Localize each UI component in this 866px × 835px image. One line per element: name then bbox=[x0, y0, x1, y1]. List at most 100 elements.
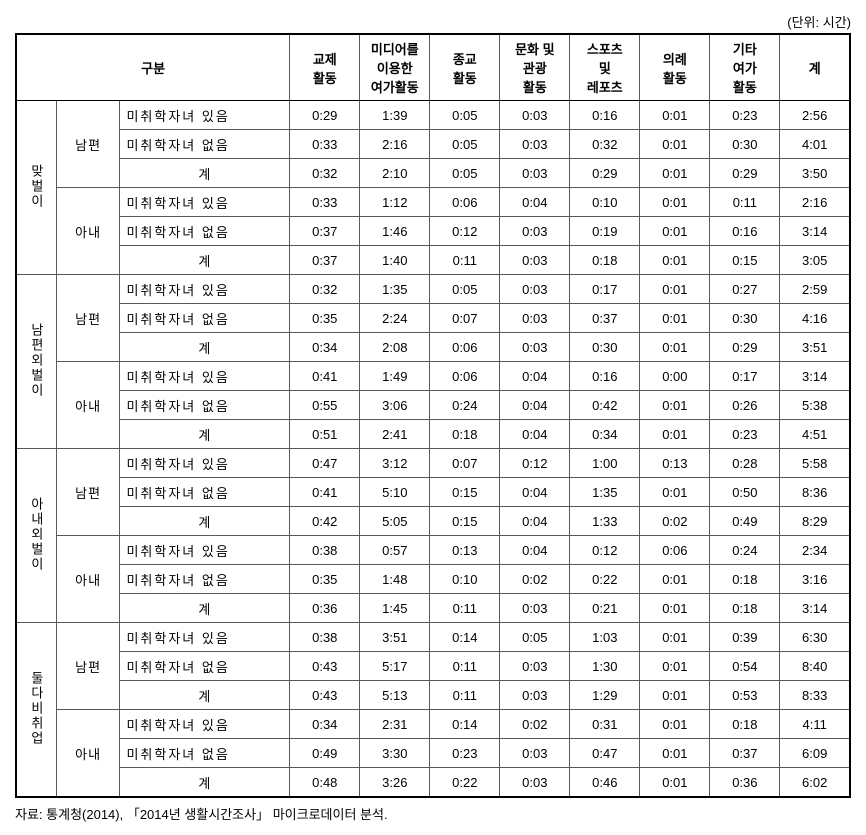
value-cell: 0:04 bbox=[500, 188, 570, 217]
value-cell: 0:02 bbox=[500, 710, 570, 739]
value-cell: 0:28 bbox=[710, 449, 780, 478]
value-cell: 0:17 bbox=[570, 275, 640, 304]
row-category: 미취학자녀 있음 bbox=[120, 623, 290, 652]
value-cell: 3:16 bbox=[780, 565, 850, 594]
value-cell: 0:06 bbox=[430, 188, 500, 217]
value-cell: 0:34 bbox=[290, 710, 360, 739]
value-cell: 0:01 bbox=[640, 565, 710, 594]
value-cell: 1:49 bbox=[360, 362, 430, 391]
value-cell: 5:10 bbox=[360, 478, 430, 507]
value-cell: 0:42 bbox=[570, 391, 640, 420]
value-cell: 0:22 bbox=[430, 768, 500, 798]
value-cell: 1:33 bbox=[570, 507, 640, 536]
spouse-label: 남편 bbox=[56, 449, 120, 536]
value-cell: 0:01 bbox=[640, 275, 710, 304]
value-cell: 0:01 bbox=[640, 217, 710, 246]
value-cell: 0:18 bbox=[710, 565, 780, 594]
value-cell: 0:05 bbox=[500, 623, 570, 652]
value-cell: 4:51 bbox=[780, 420, 850, 449]
value-cell: 0:47 bbox=[290, 449, 360, 478]
row-category: 미취학자녀 있음 bbox=[120, 710, 290, 739]
value-cell: 0:41 bbox=[290, 362, 360, 391]
row-category: 계 bbox=[120, 420, 290, 449]
header-col-5: 의례 활동 bbox=[640, 34, 710, 101]
value-cell: 0:05 bbox=[430, 159, 500, 188]
row-category: 계 bbox=[120, 768, 290, 798]
value-cell: 2:16 bbox=[780, 188, 850, 217]
value-cell: 0:31 bbox=[570, 710, 640, 739]
header-col-0: 교제 활동 bbox=[290, 34, 360, 101]
value-cell: 3:14 bbox=[780, 362, 850, 391]
value-cell: 0:10 bbox=[430, 565, 500, 594]
row-category: 미취학자녀 있음 bbox=[120, 101, 290, 130]
value-cell: 0:16 bbox=[570, 362, 640, 391]
row-category: 미취학자녀 있음 bbox=[120, 188, 290, 217]
value-cell: 0:01 bbox=[640, 159, 710, 188]
value-cell: 2:31 bbox=[360, 710, 430, 739]
header-col-7: 계 bbox=[780, 34, 850, 101]
value-cell: 3:14 bbox=[780, 217, 850, 246]
value-cell: 0:34 bbox=[290, 333, 360, 362]
spouse-label: 아내 bbox=[56, 710, 120, 798]
value-cell: 0:41 bbox=[290, 478, 360, 507]
value-cell: 8:33 bbox=[780, 681, 850, 710]
value-cell: 6:09 bbox=[780, 739, 850, 768]
value-cell: 0:01 bbox=[640, 188, 710, 217]
row-category: 미취학자녀 없음 bbox=[120, 391, 290, 420]
value-cell: 0:32 bbox=[290, 159, 360, 188]
value-cell: 0:47 bbox=[570, 739, 640, 768]
value-cell: 0:01 bbox=[640, 594, 710, 623]
value-cell: 0:06 bbox=[640, 536, 710, 565]
value-cell: 5:05 bbox=[360, 507, 430, 536]
value-cell: 0:01 bbox=[640, 739, 710, 768]
value-cell: 0:07 bbox=[430, 304, 500, 333]
value-cell: 0:01 bbox=[640, 391, 710, 420]
spouse-label: 아내 bbox=[56, 188, 120, 275]
row-category: 계 bbox=[120, 594, 290, 623]
value-cell: 0:03 bbox=[500, 217, 570, 246]
source-note: 자료: 통계청(2014), 「2014년 생활시간조사」 마이크로데이터 분석… bbox=[15, 804, 851, 823]
value-cell: 6:30 bbox=[780, 623, 850, 652]
row-category: 미취학자녀 없음 bbox=[120, 652, 290, 681]
value-cell: 2:16 bbox=[360, 130, 430, 159]
value-cell: 1:03 bbox=[570, 623, 640, 652]
value-cell: 0:06 bbox=[430, 333, 500, 362]
value-cell: 0:37 bbox=[290, 217, 360, 246]
header-col-1: 미디어를 이용한 여가활동 bbox=[360, 34, 430, 101]
value-cell: 0:01 bbox=[640, 420, 710, 449]
value-cell: 0:04 bbox=[500, 362, 570, 391]
value-cell: 0:13 bbox=[430, 536, 500, 565]
value-cell: 0:37 bbox=[570, 304, 640, 333]
value-cell: 0:03 bbox=[500, 681, 570, 710]
value-cell: 0:57 bbox=[360, 536, 430, 565]
value-cell: 0:03 bbox=[500, 159, 570, 188]
value-cell: 0:01 bbox=[640, 768, 710, 798]
value-cell: 0:01 bbox=[640, 652, 710, 681]
row-category: 미취학자녀 없음 bbox=[120, 130, 290, 159]
value-cell: 0:15 bbox=[710, 246, 780, 275]
spouse-label: 남편 bbox=[56, 275, 120, 362]
value-cell: 0:37 bbox=[290, 246, 360, 275]
value-cell: 0:21 bbox=[570, 594, 640, 623]
value-cell: 1:45 bbox=[360, 594, 430, 623]
value-cell: 2:59 bbox=[780, 275, 850, 304]
value-cell: 0:10 bbox=[570, 188, 640, 217]
value-cell: 1:40 bbox=[360, 246, 430, 275]
value-cell: 0:00 bbox=[640, 362, 710, 391]
row-category: 계 bbox=[120, 159, 290, 188]
value-cell: 0:23 bbox=[710, 101, 780, 130]
value-cell: 0:34 bbox=[570, 420, 640, 449]
group-label: 남편외벌이 bbox=[16, 275, 56, 449]
value-cell: 0:04 bbox=[500, 507, 570, 536]
header-group: 구분 bbox=[16, 34, 290, 101]
value-cell: 5:17 bbox=[360, 652, 430, 681]
value-cell: 0:32 bbox=[570, 130, 640, 159]
value-cell: 0:49 bbox=[710, 507, 780, 536]
value-cell: 0:36 bbox=[710, 768, 780, 798]
row-category: 미취학자녀 없음 bbox=[120, 304, 290, 333]
value-cell: 0:12 bbox=[500, 449, 570, 478]
value-cell: 0:42 bbox=[290, 507, 360, 536]
row-category: 미취학자녀 없음 bbox=[120, 478, 290, 507]
header-col-3: 문화 및 관광 활동 bbox=[500, 34, 570, 101]
value-cell: 0:36 bbox=[290, 594, 360, 623]
